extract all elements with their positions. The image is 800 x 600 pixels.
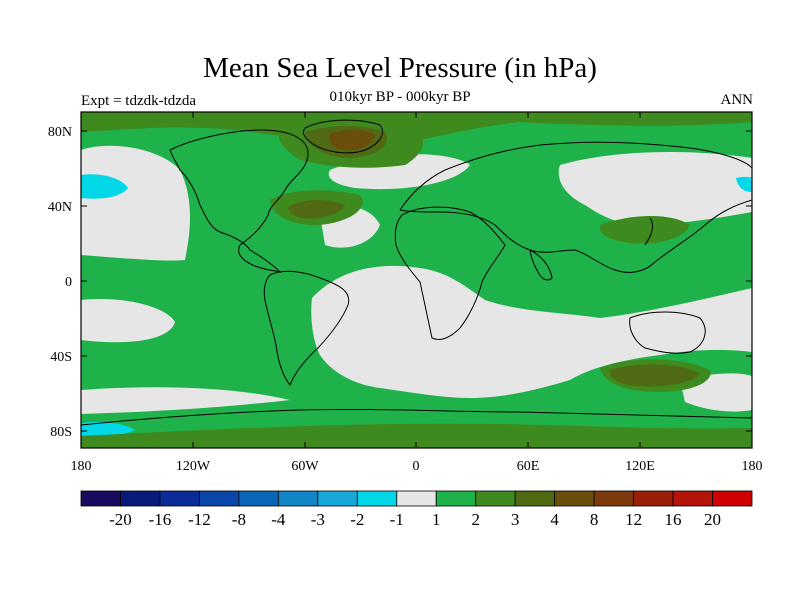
lon-label-120e: 120E bbox=[625, 459, 655, 474]
coastline-greenland bbox=[302, 119, 383, 154]
lat-label-40s: 40S bbox=[50, 350, 72, 365]
lat-label-80s: 80S bbox=[50, 425, 72, 440]
negative-region-east-edge bbox=[736, 176, 752, 192]
chart-subtitle: 010kyr BP - 000kyr BP bbox=[329, 89, 471, 105]
longitude-axis bbox=[80, 112, 753, 448]
neutral-region-eurasia bbox=[558, 152, 752, 226]
band-region-arctic bbox=[81, 112, 752, 140]
colorbar-label: 4 bbox=[550, 510, 559, 529]
coastline-eurasia bbox=[399, 141, 752, 273]
colorbar-swatch bbox=[672, 490, 713, 507]
coastline-north-america bbox=[169, 129, 309, 273]
colorbar-label: -3 bbox=[311, 510, 325, 529]
coastline-australia bbox=[629, 311, 706, 354]
chart-title: Mean Sea Level Pressure (in hPa) bbox=[203, 52, 597, 84]
colorbar-swatch bbox=[356, 490, 398, 507]
colorbar-label: -1 bbox=[390, 510, 404, 529]
lon-label-180e: 180 bbox=[742, 459, 763, 474]
colorbar-swatch bbox=[593, 490, 634, 507]
colorbar-swatch bbox=[120, 490, 161, 507]
colorbar-swatch bbox=[159, 490, 200, 507]
colorbar-swatch bbox=[435, 490, 477, 507]
band-region-east-asia bbox=[599, 215, 690, 244]
lon-label-0: 0 bbox=[413, 459, 420, 474]
colorbar-label: 12 bbox=[625, 510, 642, 529]
colorbar-swatch bbox=[238, 490, 279, 507]
band-region-greenland-peak bbox=[329, 129, 375, 151]
colorbar-label: 3 bbox=[511, 510, 520, 529]
colorbar-label: -12 bbox=[188, 510, 211, 529]
band-region-north-atlantic-core bbox=[288, 199, 345, 219]
colorbar-label: -20 bbox=[109, 510, 132, 529]
colorbar: -20 -16 -12 -8 -4 -3 -2 -1 1 2 3 4 8 12 16 20 bbox=[80, 490, 753, 529]
negative-region-antarctic bbox=[81, 421, 135, 437]
colorbar-swatch bbox=[199, 490, 240, 507]
coastline-japan bbox=[644, 217, 653, 246]
lat-label-80n: 80N bbox=[48, 125, 72, 140]
neutral-region-south-atlantic-indian bbox=[311, 265, 752, 398]
colorbar-label: -4 bbox=[271, 510, 286, 529]
colorbar-swatch bbox=[633, 490, 674, 507]
colorbar-label: 16 bbox=[665, 510, 682, 529]
colorbar-swatch bbox=[475, 490, 516, 507]
neutral-region-east-pacific bbox=[81, 299, 175, 343]
colorbar-label: -8 bbox=[232, 510, 246, 529]
colorbar-swatch bbox=[514, 490, 556, 507]
negative-region-north-pacific bbox=[81, 174, 128, 199]
colorbar-swatch bbox=[277, 490, 319, 507]
experiment-label: Expt = tdzdk-tdzda bbox=[81, 93, 197, 109]
coastlines bbox=[81, 119, 752, 426]
lon-label-60w: 60W bbox=[291, 459, 319, 474]
latitude-axis bbox=[81, 130, 752, 432]
colorbar-label: 1 bbox=[432, 510, 441, 529]
neutral-region-southern-ocean bbox=[81, 387, 290, 414]
lon-label-60e: 60E bbox=[517, 459, 540, 474]
colorbar-label: -2 bbox=[350, 510, 364, 529]
coastline-india bbox=[529, 249, 553, 281]
colorbar-swatch bbox=[712, 490, 753, 507]
lon-label-120w: 120W bbox=[176, 459, 211, 474]
band-region-south-indian-core bbox=[609, 364, 700, 387]
pressure-field bbox=[81, 112, 752, 448]
neutral-region-north-pacific bbox=[81, 145, 190, 261]
colorbar-label: 2 bbox=[471, 510, 480, 529]
colorbar-swatch bbox=[317, 490, 358, 507]
lon-label-180w: 180 bbox=[71, 459, 92, 474]
colorbar-swatch bbox=[554, 490, 595, 507]
colorbar-swatch bbox=[396, 490, 437, 507]
colorbar-label: 20 bbox=[704, 510, 721, 529]
colorbar-label: -16 bbox=[149, 510, 172, 529]
colorbar-label: 8 bbox=[590, 510, 599, 529]
lat-label-0: 0 bbox=[65, 275, 72, 290]
coastline-antarctica bbox=[81, 408, 752, 426]
band-region-southern-ocean bbox=[81, 423, 752, 448]
coastline-south-america bbox=[263, 270, 350, 386]
lat-label-40n: 40N bbox=[48, 200, 72, 215]
colorbar-swatch bbox=[80, 490, 121, 507]
season-label: ANN bbox=[720, 92, 754, 108]
